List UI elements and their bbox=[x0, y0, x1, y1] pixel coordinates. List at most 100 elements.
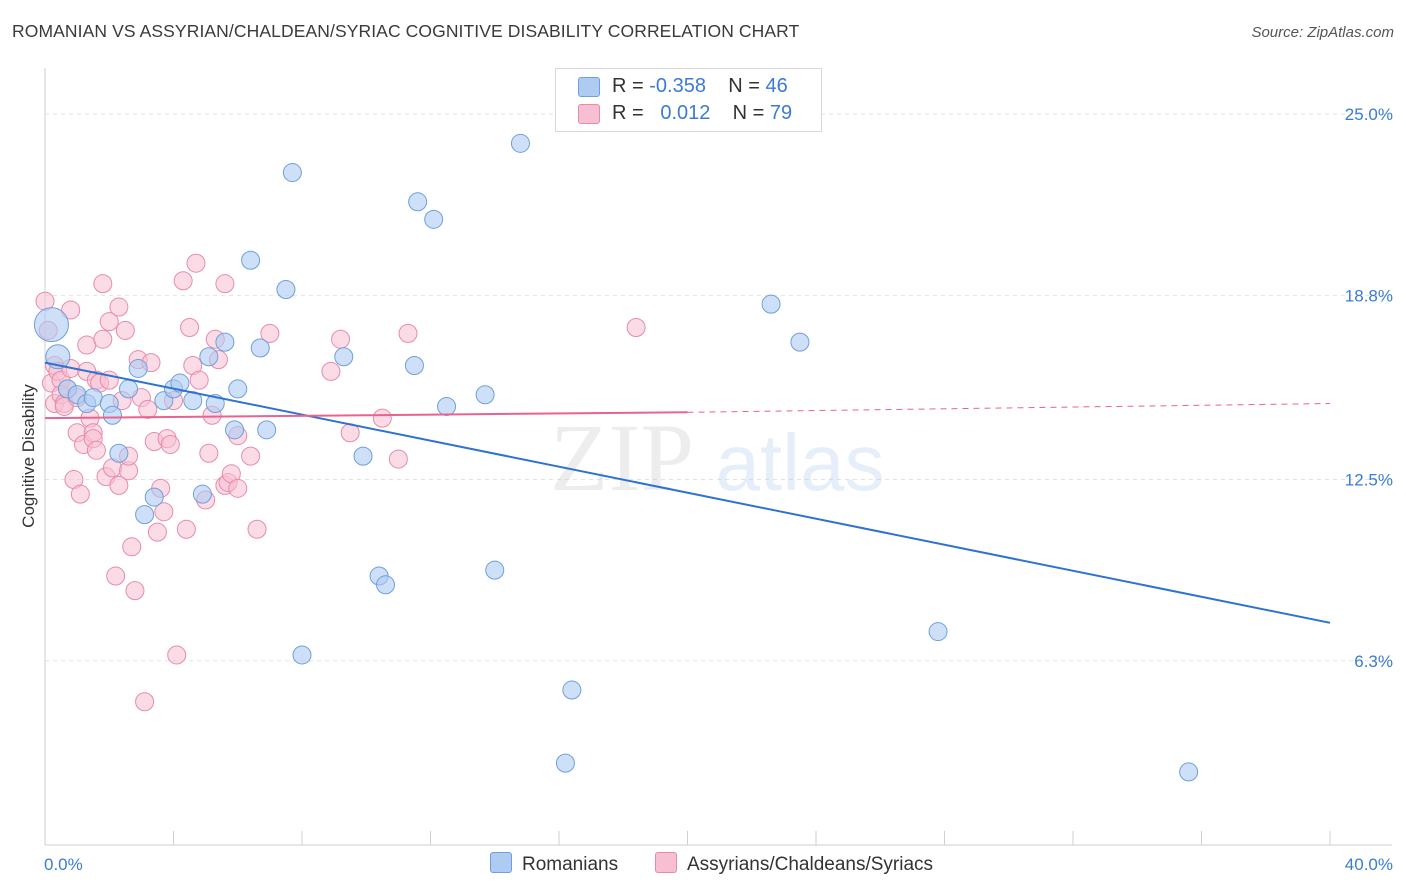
bottom-legend-label: Assyrians/Chaldeans/Syriacs bbox=[687, 854, 934, 875]
stats-legend: R = -0.358 N = 46 R = 0.012 N = 79 bbox=[555, 68, 822, 132]
bottom-legend-romanians: Romanians bbox=[490, 852, 618, 876]
data-point-romanians bbox=[102, 405, 122, 425]
data-point-assyrians bbox=[180, 318, 200, 338]
data-point-romanians bbox=[119, 379, 139, 399]
data-point-assyrians bbox=[626, 318, 646, 338]
watermark-zip: ZIP bbox=[550, 404, 694, 511]
data-point-assyrians bbox=[93, 329, 113, 349]
pink-swatch-icon bbox=[655, 852, 677, 873]
data-point-romanians bbox=[228, 379, 248, 399]
data-point-assyrians bbox=[106, 566, 126, 586]
data-point-romanians bbox=[276, 280, 296, 300]
data-point-assyrians bbox=[77, 335, 97, 355]
data-point-assyrians bbox=[115, 320, 135, 340]
data-point-assyrians bbox=[331, 329, 351, 349]
data-point-assyrians bbox=[388, 449, 408, 469]
data-point-assyrians bbox=[154, 502, 174, 522]
data-point-romanians bbox=[404, 356, 424, 376]
data-point-romanians bbox=[215, 332, 235, 352]
data-point-assyrians bbox=[93, 274, 113, 294]
data-point-assyrians bbox=[321, 361, 341, 381]
data-point-assyrians bbox=[70, 484, 90, 504]
series-romanians-points bbox=[33, 133, 1199, 782]
data-point-romanians bbox=[485, 560, 505, 580]
data-point-assyrians bbox=[247, 519, 267, 539]
y-tick-label: 25.0% bbox=[1345, 105, 1393, 124]
axes bbox=[44, 68, 1392, 846]
grid-lines bbox=[45, 113, 1392, 662]
data-point-romanians bbox=[790, 332, 810, 352]
data-point-assyrians bbox=[122, 537, 142, 557]
data-point-romanians bbox=[928, 622, 948, 642]
data-point-assyrians bbox=[167, 645, 187, 665]
legend-r-label: R = bbox=[612, 75, 644, 97]
data-point-assyrians bbox=[86, 440, 106, 460]
x-tick-label: 0.0% bbox=[44, 855, 83, 874]
legend-n-label: N = bbox=[732, 102, 765, 124]
trendline-assyrians-extension bbox=[687, 403, 1331, 413]
legend-n-value: 79 bbox=[769, 102, 793, 124]
data-point-assyrians bbox=[398, 323, 418, 343]
data-point-assyrians bbox=[176, 519, 196, 539]
data-point-romanians bbox=[408, 192, 428, 212]
data-point-assyrians bbox=[189, 370, 209, 390]
data-point-assyrians bbox=[215, 274, 235, 294]
data-point-romanians bbox=[205, 394, 225, 414]
data-point-assyrians bbox=[199, 443, 219, 463]
legend-n-value: 46 bbox=[765, 75, 788, 97]
data-point-assyrians bbox=[160, 434, 180, 454]
data-point-assyrians bbox=[125, 581, 145, 601]
data-point-assyrians bbox=[241, 446, 261, 466]
bottom-legend-label: Romanians bbox=[522, 854, 619, 875]
source-label: Source: ZipAtlas.com bbox=[1251, 24, 1394, 41]
bottom-legend-assyrians: Assyrians/Chaldeans/Syriacs bbox=[655, 852, 933, 876]
data-point-romanians bbox=[144, 487, 164, 507]
blue-swatch-icon bbox=[578, 77, 600, 97]
blue-swatch-icon bbox=[490, 852, 512, 873]
data-point-romanians bbox=[562, 680, 582, 700]
data-point-assyrians bbox=[138, 399, 158, 419]
data-point-romanians bbox=[128, 358, 148, 378]
data-point-assyrians bbox=[147, 522, 167, 542]
data-point-romanians bbox=[334, 347, 354, 367]
data-point-romanians bbox=[257, 420, 277, 440]
data-point-romanians bbox=[376, 575, 396, 595]
data-point-romanians bbox=[192, 484, 212, 504]
y-tick-label: 12.5% bbox=[1345, 471, 1393, 490]
data-point-romanians bbox=[437, 396, 457, 416]
series-assyrians-points bbox=[35, 253, 646, 712]
legend-r-value: 0.012 bbox=[660, 102, 711, 124]
data-point-romanians bbox=[45, 344, 71, 370]
data-point-assyrians bbox=[109, 297, 129, 317]
data-point-romanians bbox=[199, 347, 219, 367]
data-point-romanians bbox=[225, 420, 245, 440]
data-point-romanians bbox=[1179, 762, 1199, 782]
legend-r-label: R = bbox=[612, 102, 644, 124]
watermark-atlas: atlas bbox=[716, 418, 885, 507]
data-point-assyrians bbox=[228, 478, 248, 498]
data-point-assyrians bbox=[372, 408, 392, 428]
trendline-romanians bbox=[44, 361, 1331, 624]
data-point-assyrians bbox=[135, 692, 155, 712]
data-point-romanians bbox=[109, 443, 129, 463]
data-point-assyrians bbox=[260, 323, 280, 343]
data-point-romanians bbox=[510, 133, 530, 153]
y-tick-label: 18.8% bbox=[1345, 286, 1393, 305]
y-axis-label: Cognitive Disability bbox=[19, 384, 38, 528]
tick-labels: 6.3% 12.5% 18.8% 25.0% 0.0% 40.0% bbox=[44, 105, 1393, 874]
data-point-assyrians bbox=[61, 300, 81, 320]
legend-n-label: N = bbox=[728, 75, 760, 97]
data-point-romanians bbox=[241, 250, 261, 270]
data-point-romanians bbox=[292, 645, 312, 665]
y-tick-label: 6.3% bbox=[1354, 652, 1393, 671]
chart-title: ROMANIAN VS ASSYRIAN/CHALDEAN/SYRIAC COG… bbox=[12, 21, 800, 41]
data-point-romanians bbox=[475, 385, 495, 405]
data-point-assyrians bbox=[173, 271, 193, 291]
data-point-romanians bbox=[424, 209, 444, 229]
watermark: ZIP atlas bbox=[550, 404, 884, 511]
data-point-assyrians bbox=[109, 475, 129, 495]
data-point-romanians bbox=[170, 373, 190, 393]
data-point-romanians bbox=[282, 163, 302, 183]
data-point-romanians bbox=[83, 388, 103, 408]
